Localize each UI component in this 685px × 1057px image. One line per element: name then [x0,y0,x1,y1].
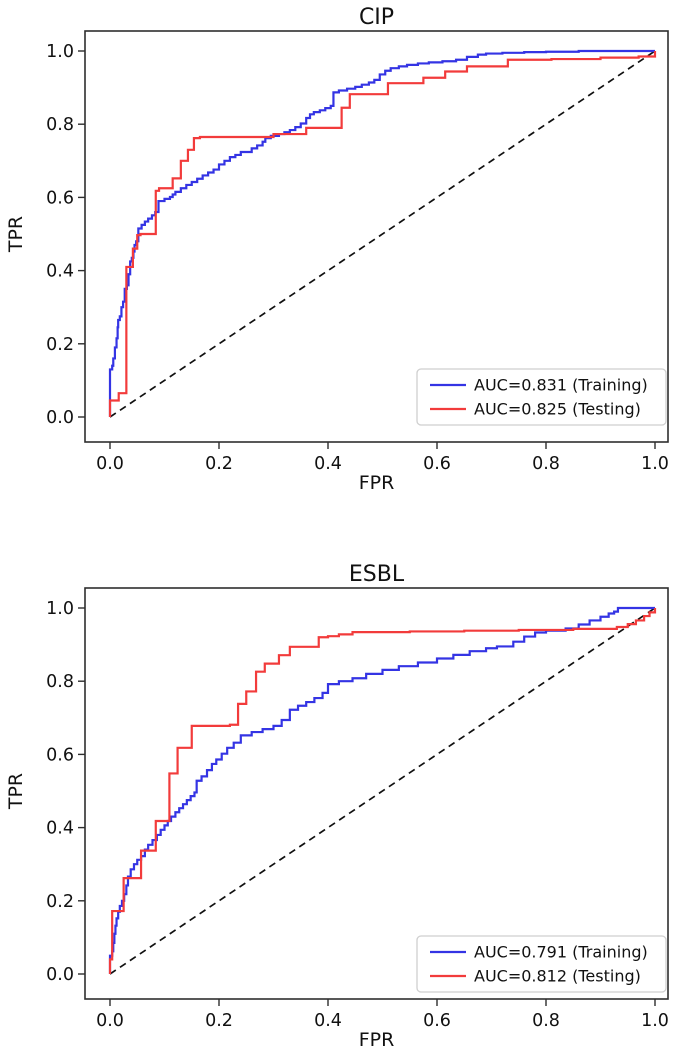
y-axis-tick-label: 0.8 [46,115,74,135]
legend-label: AUC=0.791 (Training) [474,943,648,962]
x-axis-tick-label: 0.6 [423,1011,451,1031]
diagonal-reference-line [109,607,656,975]
y-axis-tick-label: 1.0 [46,599,74,619]
roc-curve-training [108,606,655,974]
x-axis-tick-label: 0.8 [532,454,560,474]
plot-area [84,587,669,1000]
x-axis-tick-label: 1.0 [641,1011,669,1031]
y-axis-tick-label: 0.0 [46,965,74,985]
y-axis-tick-label: 0.8 [46,672,74,692]
legend-label: AUC=0.812 (Testing) [474,967,641,986]
x-axis-tick-label: 0.4 [314,454,342,474]
roc-curve-testing [108,608,657,974]
x-axis-tick-label: 0.0 [96,1011,124,1031]
x-axis-tick-label: 0.2 [205,454,233,474]
diagonal-reference-line [109,50,656,418]
x-axis-tick-label: 0.8 [532,1011,560,1031]
y-axis-tick-label: 0.0 [46,408,74,428]
x-axis-tick-label: 0.2 [205,1011,233,1031]
x-axis-tick-label: 1.0 [641,454,669,474]
chart-title: ESBL [349,562,405,587]
x-axis-label: FPR [359,1029,395,1051]
y-axis-tick-label: 0.4 [46,819,74,839]
legend-label: AUC=0.825 (Testing) [474,400,641,419]
chart-title: CIP [359,5,394,30]
y-axis-tick-label: 0.6 [46,188,74,208]
roc-curve-training [108,49,655,417]
x-axis-tick-label: 0.0 [96,454,124,474]
y-axis-label: TPR [5,773,27,810]
y-axis-tick-label: 0.2 [46,892,74,912]
legend-box [416,935,667,993]
y-axis-tick-label: 0.4 [46,262,74,282]
roc-chart-esbl: ESBL FPR TPR 0.0 0.2 0.4 0.6 0.8 1.0 0.0 0.2 0.4 0.6… [5,562,669,1051]
y-axis-tick-label: 0.2 [46,335,74,355]
x-axis-tick-label: 0.6 [423,454,451,474]
y-axis-tick-label: 0.6 [46,745,74,765]
roc-curve-testing [108,51,657,417]
legend-label: AUC=0.831 (Training) [474,376,648,395]
x-axis-tick-label: 0.4 [314,1011,342,1031]
y-axis-label: TPR [5,216,27,253]
legend-box [416,368,667,426]
y-axis-tick-label: 1.0 [46,42,74,62]
x-axis-label: FPR [359,472,395,494]
roc-chart-cip: CIP FPR TPR 0.0 0.2 0.4 0.6 0.8 1.0 0.0 0.2 0.4 0.6 0… [5,5,669,494]
